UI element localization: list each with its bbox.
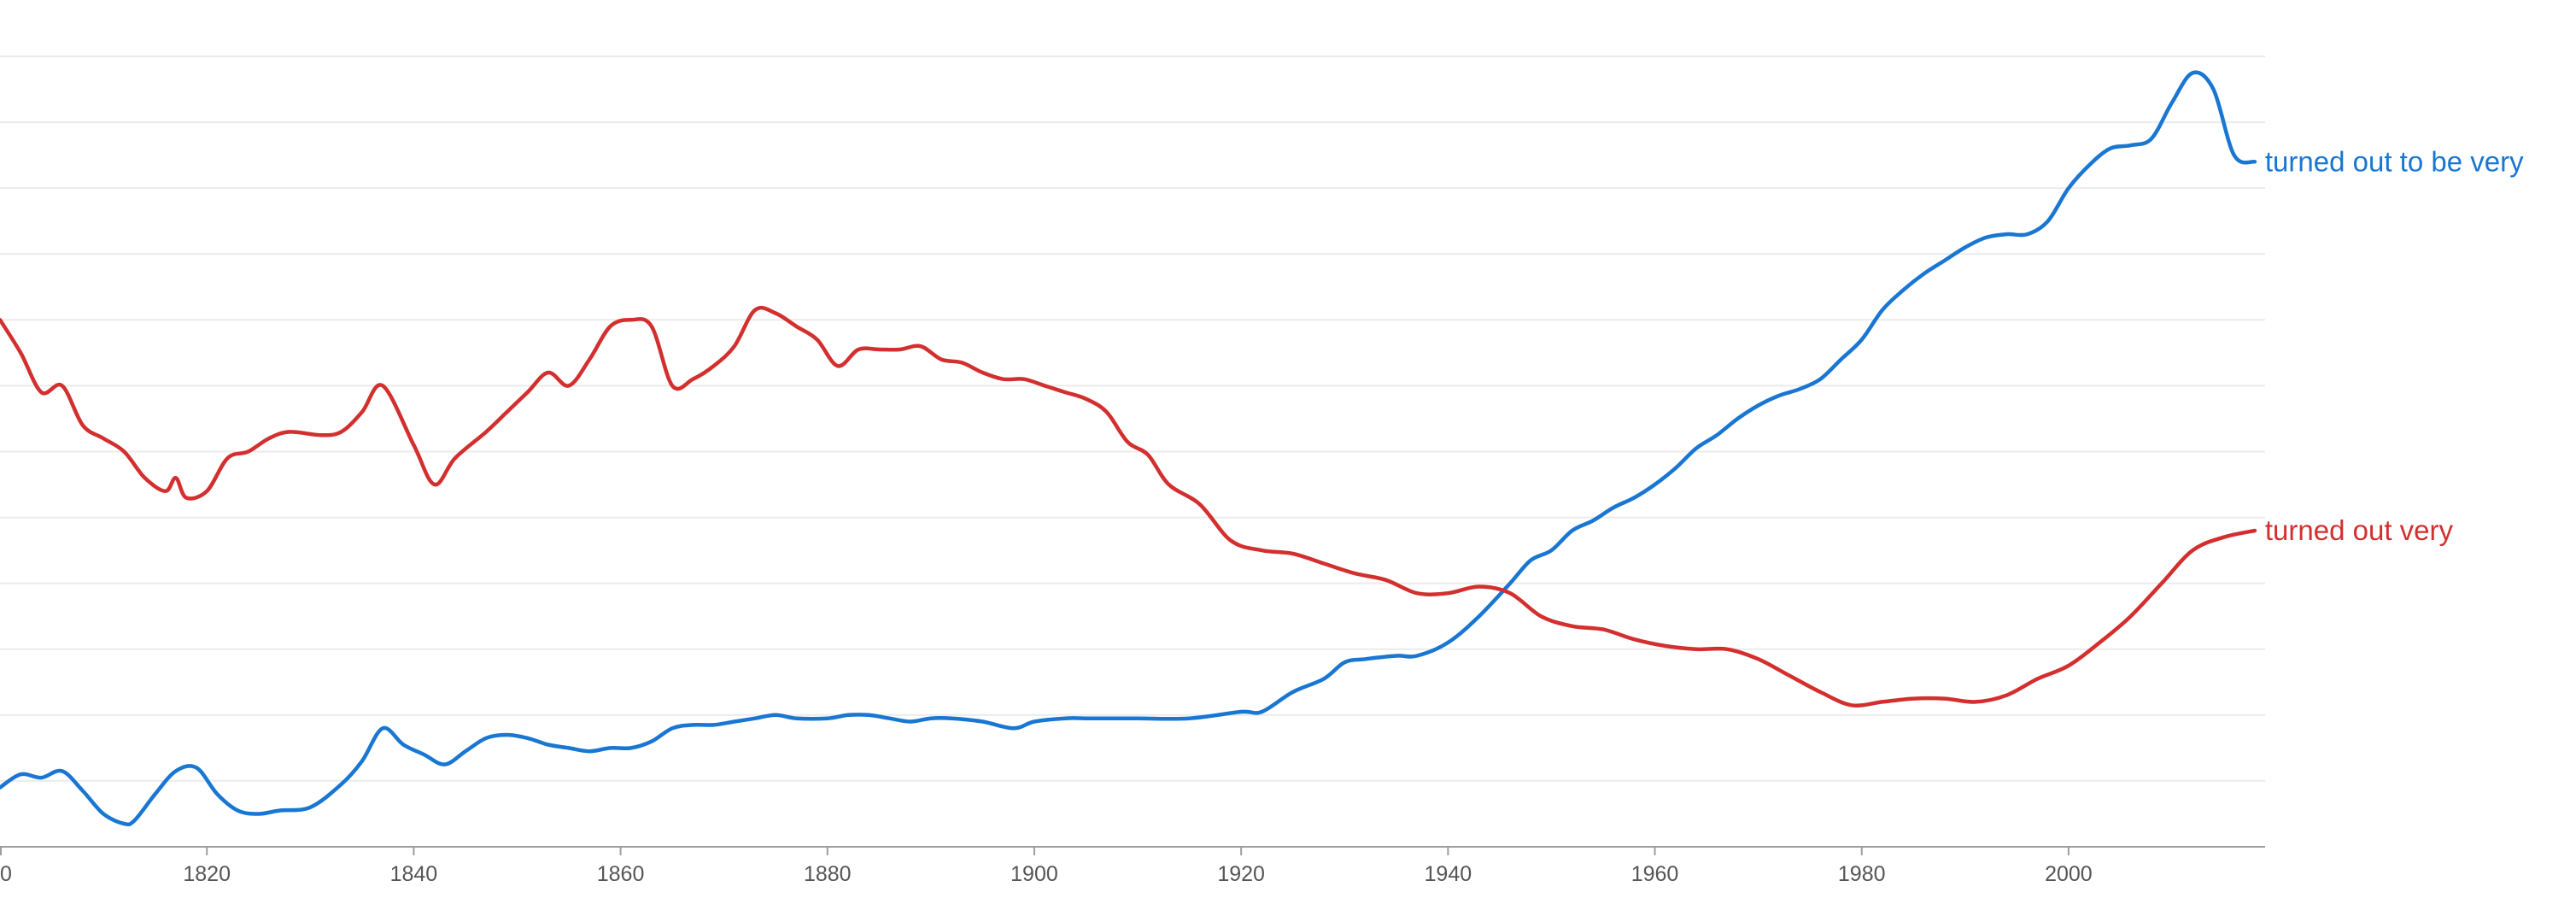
x-tick-label: 1940: [1425, 862, 1472, 886]
x-tick-label: 2000: [2045, 862, 2093, 886]
x-tick-label: 1960: [1631, 862, 1679, 886]
x-tick-label: 1980: [1838, 862, 1886, 886]
x-tick-label: 1820: [183, 862, 231, 886]
x-tick-label: 1860: [597, 862, 645, 886]
x-tick-label: 1900: [1010, 862, 1058, 886]
series-line-0[interactable]: [0, 70, 2257, 827]
x-tick-label-partial: 0: [0, 862, 12, 886]
series-labels: turned out to be very turned out very: [2265, 145, 2524, 546]
series-lines: [0, 70, 2257, 827]
x-tick-label: 1840: [390, 862, 438, 886]
series-label-0[interactable]: turned out to be very: [2265, 145, 2524, 177]
series-label-1[interactable]: turned out very: [2265, 514, 2454, 546]
x-axis-ticks: 1820 1840 1860 1880 1900 1920 1940 1960 1980 2000…: [0, 847, 2093, 886]
chart-gridlines: [0, 56, 2265, 782]
x-tick-label: 1920: [1217, 862, 1265, 886]
series-line-1[interactable]: [0, 305, 2257, 708]
x-tick-label: 1880: [804, 862, 852, 886]
